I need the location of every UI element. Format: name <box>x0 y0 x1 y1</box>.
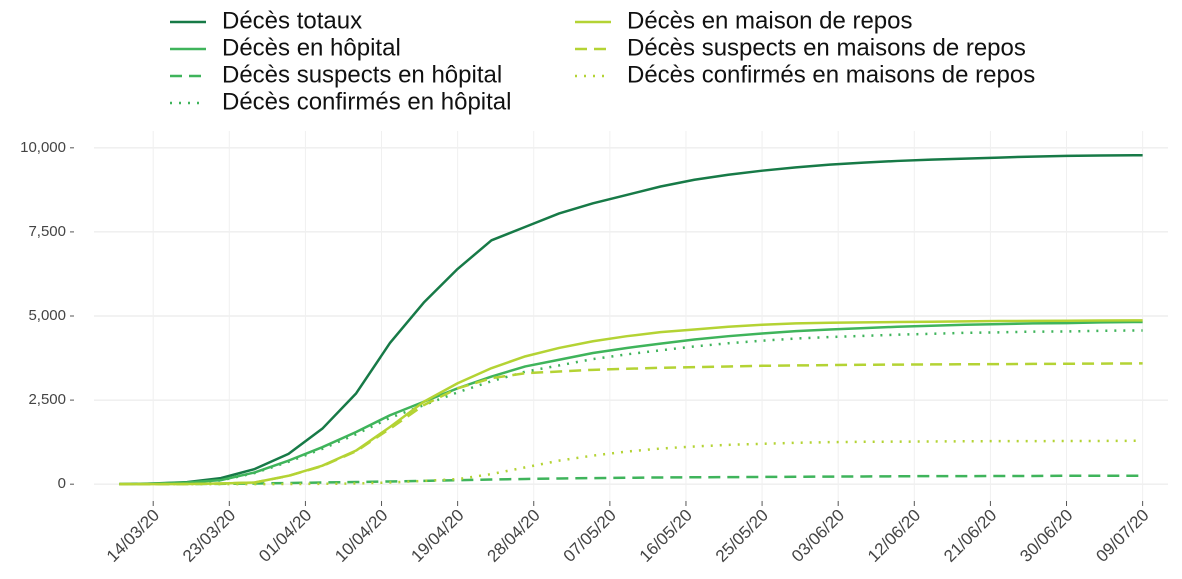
legend-label: Décès en hôpital <box>222 34 401 61</box>
legend-label: Décès en maison de repos <box>627 7 913 34</box>
series-line <box>119 153 1143 486</box>
x-tick-label: 23/03/20 <box>179 506 239 566</box>
x-tick-label: 30/06/20 <box>1016 506 1076 566</box>
x-tick-label: 16/05/20 <box>636 506 696 566</box>
series-line <box>119 474 1143 486</box>
x-tick-label: 14/03/20 <box>103 506 163 566</box>
x-tick-label: 07/05/20 <box>560 506 620 566</box>
y-tick-label: 5,000 <box>28 307 66 324</box>
y-tick-label: 7,500 <box>28 223 66 240</box>
y-tick-label: 2,500 <box>28 391 66 408</box>
series-line <box>119 362 1143 486</box>
x-tick-label: 19/04/20 <box>407 506 467 566</box>
x-tick-label: 21/06/20 <box>940 506 1000 566</box>
x-tick-label: 12/06/20 <box>864 506 924 566</box>
legend-label: Décès confirmés en hôpital <box>222 88 511 115</box>
y-tick-label: 0 <box>58 475 66 492</box>
series-line <box>119 320 1143 486</box>
x-tick-label: 01/04/20 <box>255 506 315 566</box>
legend-label: Décès suspects en hôpital <box>222 61 502 88</box>
legend-label: Décès totaux <box>222 7 362 34</box>
x-tick-label: 28/04/20 <box>484 506 544 566</box>
legend-label: Décès suspects en maisons de repos <box>627 34 1026 61</box>
x-tick-label: 09/07/20 <box>1092 506 1152 566</box>
y-tick-label: 10,000 <box>20 139 66 156</box>
x-tick-label: 03/06/20 <box>788 506 848 566</box>
x-tick-label: 25/05/20 <box>712 506 772 566</box>
x-tick-label: 10/04/20 <box>331 506 391 566</box>
legend-label: Décès confirmés en maisons de repos <box>627 61 1035 88</box>
